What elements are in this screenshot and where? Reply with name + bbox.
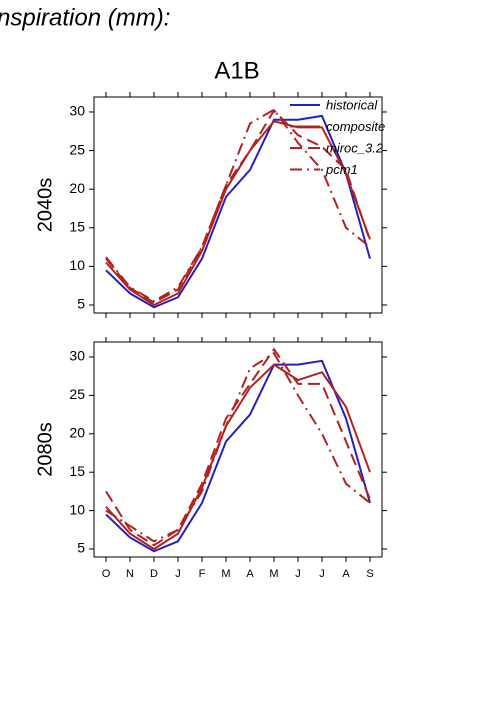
x-tick-label: J: [319, 568, 325, 580]
plot-frame: [93, 341, 383, 558]
chart-subtitle: A1B: [214, 57, 259, 84]
legend-label: miroc_3.2: [326, 140, 384, 155]
y-tick-label: 25: [69, 386, 85, 402]
y-tick-label: 15: [69, 218, 85, 234]
y-tick-label: 20: [69, 424, 85, 440]
x-tick-label: F: [199, 568, 206, 580]
chart-title: nspiration (mm):: [0, 4, 170, 31]
y-tick-label: 5: [77, 296, 85, 312]
y-tick-label: 15: [69, 463, 85, 479]
data-line: [105, 108, 371, 304]
y-axis-label: 2080s: [34, 422, 56, 477]
y-tick-label: 30: [69, 103, 85, 119]
y-tick-label: 20: [69, 180, 85, 196]
legend-label: historical: [326, 97, 378, 112]
data-line: [105, 347, 371, 547]
legend-label: composite: [326, 119, 385, 134]
data-line: [105, 351, 371, 543]
x-tick-label: N: [126, 568, 134, 580]
x-tick-label: M: [269, 568, 278, 580]
x-tick-label: D: [150, 568, 158, 580]
x-tick-label: A: [342, 568, 350, 580]
y-tick-label: 30: [69, 348, 85, 364]
data-line: [105, 114, 371, 309]
y-tick-label: 10: [69, 501, 85, 517]
y-axis-label: 2040s: [34, 178, 56, 233]
x-tick-label: J: [175, 568, 181, 580]
legend-label: pcm1: [325, 162, 358, 177]
data-line: [105, 359, 371, 553]
data-line: [105, 363, 371, 551]
data-line: [105, 120, 371, 307]
data-line: [105, 108, 371, 303]
y-tick-label: 25: [69, 141, 85, 157]
x-tick-label: M: [221, 568, 230, 580]
plot-frame: [93, 96, 383, 314]
x-tick-label: J: [295, 568, 301, 580]
y-tick-label: 5: [77, 540, 85, 556]
x-tick-label: O: [102, 568, 111, 580]
x-tick-label: S: [366, 568, 373, 580]
x-tick-label: A: [246, 568, 254, 580]
y-tick-label: 10: [69, 257, 85, 273]
